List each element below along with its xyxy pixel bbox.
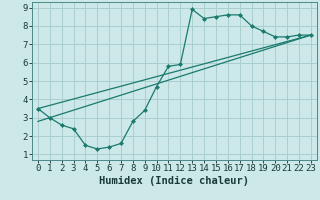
X-axis label: Humidex (Indice chaleur): Humidex (Indice chaleur) <box>100 176 249 186</box>
